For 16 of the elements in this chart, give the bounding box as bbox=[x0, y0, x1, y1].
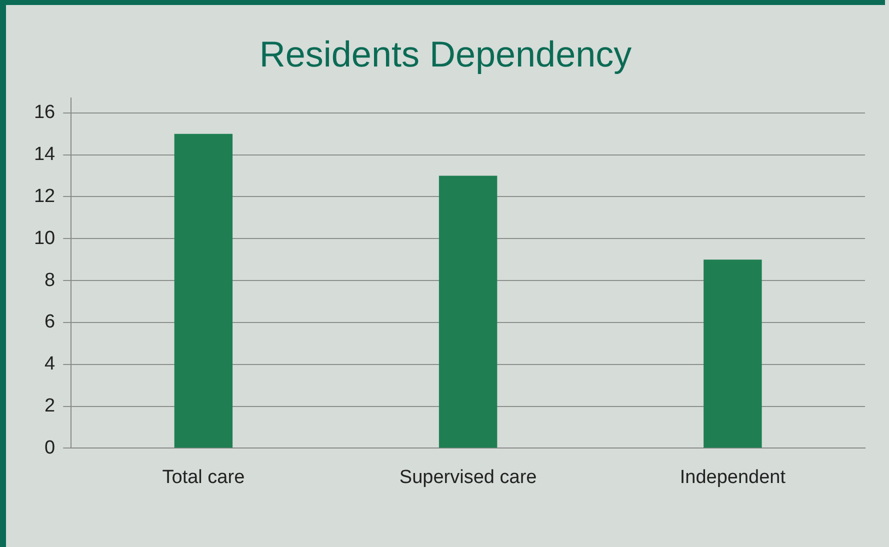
bar bbox=[438, 176, 498, 448]
y-tick-label: 4 bbox=[44, 354, 56, 375]
bar bbox=[704, 260, 762, 448]
x-tick-label: Total care bbox=[162, 466, 245, 488]
x-tick-label: Supervised care bbox=[399, 466, 537, 488]
x-tick-label: Independent bbox=[680, 466, 786, 488]
chart-title: Residents Dependency bbox=[259, 34, 632, 75]
y-tick-label: 8 bbox=[44, 270, 56, 291]
y-tick-label: 6 bbox=[44, 312, 56, 333]
y-tick-label: 0 bbox=[44, 437, 56, 458]
bar bbox=[174, 134, 233, 448]
y-tick-label: 2 bbox=[44, 396, 56, 417]
y-tick-label: 14 bbox=[34, 144, 56, 166]
y-tick-label: 12 bbox=[34, 186, 56, 207]
y-tick-label: 10 bbox=[34, 228, 56, 249]
y-tick-label: 16 bbox=[34, 102, 56, 124]
